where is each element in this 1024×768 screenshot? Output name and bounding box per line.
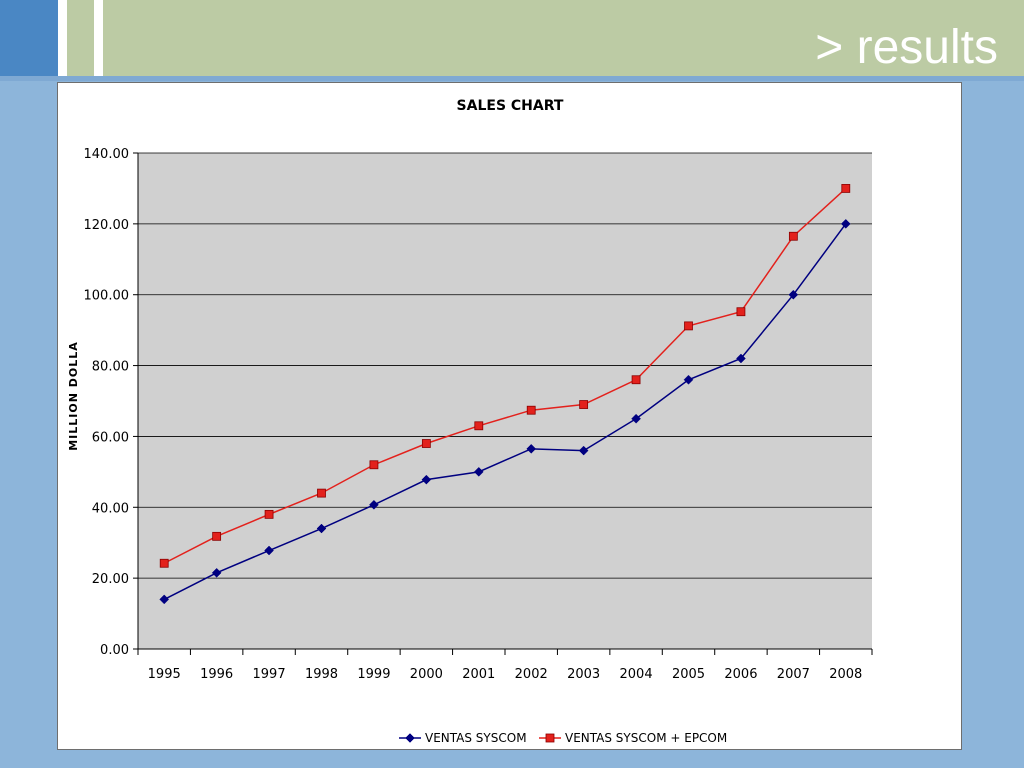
series-2-point [841, 184, 851, 193]
y-tick-label: 0.00 [100, 643, 129, 658]
series-line-2 [163, 187, 847, 564]
sales-chart: SALES CHART 0.00 20.00 40.00 60.00 80.00 100.… [67, 98, 873, 745]
y-tick-label: 80.00 [92, 360, 129, 375]
x-tick-label: 1999 [357, 667, 390, 682]
chart-frame: SALES CHART 0.00 20.00 40.00 60.00 80.00 100.… [57, 82, 962, 750]
y-tick-label: 60.00 [92, 430, 129, 445]
series-2-point [212, 531, 222, 541]
series-1-point [264, 545, 274, 556]
series-1-point [683, 374, 694, 385]
header-stripe-gap [67, 0, 94, 76]
x-tick-label: 1995 [148, 667, 181, 682]
series-2-point [264, 509, 274, 519]
series-2-point [421, 439, 431, 448]
series-1-point [736, 353, 746, 364]
header-band [0, 0, 1024, 76]
series-1-point [316, 523, 327, 534]
series-1-point [526, 443, 537, 454]
series-2-point [579, 400, 589, 409]
y-tick-label: 20.00 [92, 572, 129, 587]
x-tick-label: 2002 [515, 667, 548, 682]
legend-marker-1 [405, 733, 415, 743]
header-stripe-left [58, 0, 67, 76]
series-1-point [473, 467, 484, 477]
legend-label-1: VENTAS SYSCOM [425, 731, 527, 745]
series-2-point [526, 405, 536, 415]
series-2-point [159, 558, 169, 568]
series-2-point [736, 307, 746, 317]
x-tick-label: 1997 [253, 667, 286, 682]
legend: VENTAS SYSCOM VENTAS SYSCOM + EPCOM [399, 731, 727, 745]
y-tick-label: 40.00 [92, 501, 129, 516]
header-divider [0, 76, 1024, 81]
y-tick-label: 100.00 [84, 289, 130, 304]
series-1-point [840, 219, 851, 229]
series-1-point [788, 289, 799, 300]
x-tick-label: 1998 [305, 667, 338, 682]
slide-title: > results [815, 21, 998, 74]
y-tick-label: 140.00 [84, 147, 130, 162]
x-tick-label: 2001 [462, 667, 495, 682]
series-1-point [369, 499, 379, 510]
series-2-point [631, 375, 641, 385]
x-tick-label: 2007 [777, 667, 810, 682]
x-tick-label: 2004 [620, 667, 653, 682]
series-2-point [788, 231, 798, 241]
y-axis-label: MILLION DOLLA [67, 341, 80, 451]
legend-label-2: VENTAS SYSCOM + EPCOM [565, 731, 727, 745]
legend-marker-2 [545, 733, 555, 743]
series-1-point [421, 474, 432, 485]
series-2-point [474, 421, 484, 431]
x-tick-label: 2008 [829, 667, 862, 682]
series-1-point [211, 567, 222, 578]
y-tick-label: 120.00 [84, 218, 130, 233]
series-2-point [369, 460, 379, 470]
series-2-point [317, 488, 326, 498]
x-tick-label: 1996 [200, 667, 233, 682]
x-tick-label: 2003 [567, 667, 600, 682]
header-accent-block [0, 0, 58, 76]
series-1-point [578, 445, 589, 456]
header-stripe-right [94, 0, 103, 76]
series-1-point [631, 413, 641, 424]
x-tick-label: 2005 [672, 667, 705, 682]
x-tick-label: 2006 [724, 667, 757, 682]
x-tick-label: 2000 [410, 667, 443, 682]
chart-title: SALES CHART [457, 98, 564, 114]
series-1-point [159, 594, 170, 605]
series-line-1 [163, 223, 847, 601]
series-2-point [684, 321, 693, 331]
plot-area [138, 153, 872, 649]
